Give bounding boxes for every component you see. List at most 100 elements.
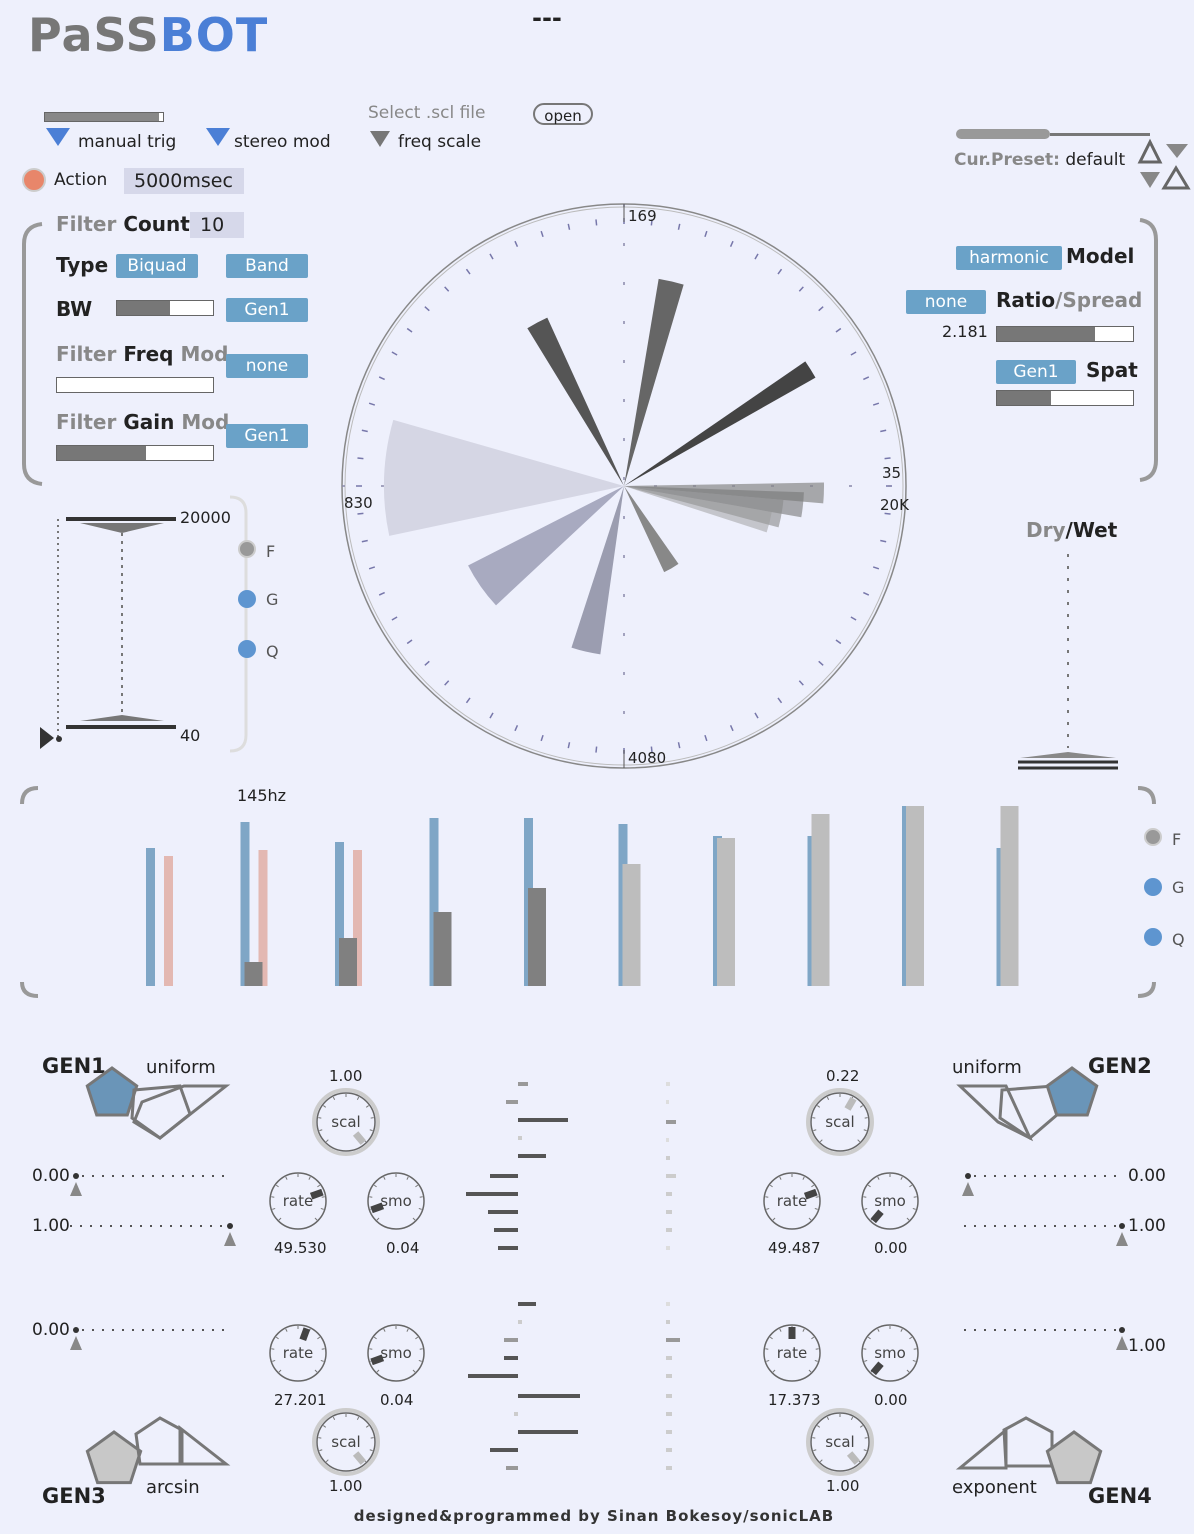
gen1-max-value: 1.00 <box>32 1216 70 1236</box>
gen3-rate-knob[interactable]: rate <box>265 1320 331 1386</box>
gen1-range-sliders[interactable] <box>70 1168 245 1250</box>
freq-mod-source-select[interactable]: none <box>226 354 308 378</box>
gain-mod-slider[interactable] <box>56 445 214 461</box>
gen3-dist: arcsin <box>146 1477 200 1498</box>
gen2-scal-knob[interactable]: scal <box>806 1088 874 1156</box>
range-g-radio[interactable] <box>238 590 256 608</box>
drywet-slider[interactable] <box>1016 548 1120 772</box>
gen3-name: GEN3 <box>42 1484 106 1508</box>
polar-left-label: 830 <box>344 494 373 512</box>
ratio-slider[interactable] <box>996 326 1134 342</box>
freq-mod-slider[interactable] <box>56 377 214 393</box>
range-slider[interactable] <box>30 495 260 755</box>
gen1-distribution-icon[interactable] <box>84 1060 234 1142</box>
polar-right-top-label: 35 <box>882 464 902 482</box>
freq-scale-toggle[interactable] <box>370 131 390 147</box>
freq-scale-label: freq scale <box>398 132 482 152</box>
gen3-smo-knob[interactable]: smo <box>363 1320 429 1386</box>
spat-slider[interactable] <box>996 390 1134 406</box>
gen2-smo-knob[interactable]: smo <box>857 1168 923 1234</box>
gen2-max-value: 1.00 <box>1128 1216 1166 1236</box>
range-f-label: F <box>266 542 276 561</box>
gen-top-histograms <box>466 1082 676 1250</box>
preset-slider[interactable] <box>956 129 1150 139</box>
manual-trig-label: manual trig <box>78 132 177 152</box>
range-min-label: 40 <box>180 726 201 745</box>
range-q-radio[interactable] <box>238 640 256 658</box>
polar-right-label: 20K <box>880 496 909 514</box>
bars-g-radio[interactable] <box>1144 878 1162 896</box>
gen3-range-slider[interactable] <box>70 1322 245 1352</box>
knob-label: scal <box>331 1113 360 1131</box>
gen1-smo-value: 0.04 <box>386 1239 420 1257</box>
knob-label: smo <box>874 1192 906 1210</box>
filter-count-field[interactable]: 10 <box>190 212 244 238</box>
gen3-min-value: 0.00 <box>32 1320 70 1340</box>
gen1-rate-value: 49.530 <box>274 1239 327 1257</box>
bw-slider[interactable] <box>116 300 214 316</box>
gen4-name: GEN4 <box>1088 1484 1152 1508</box>
gen2-dist: uniform <box>952 1057 1022 1078</box>
polar-display[interactable] <box>340 202 908 770</box>
gen4-max-value: 1.00 <box>1128 1336 1166 1356</box>
open-button[interactable]: open <box>533 103 593 125</box>
stereo-mod-toggle[interactable] <box>206 128 230 146</box>
bars-f-radio[interactable] <box>1144 828 1162 846</box>
trig-slider[interactable] <box>44 112 164 122</box>
gen1-name: GEN1 <box>42 1054 106 1078</box>
spat-label: Spat <box>1086 358 1138 382</box>
ratio-source-select[interactable]: none <box>906 290 986 314</box>
type-label: Type <box>56 253 109 277</box>
gen4-distribution-icon[interactable] <box>955 1408 1108 1490</box>
gain-mod-source-select[interactable]: Gen1 <box>226 424 308 448</box>
knob-label: scal <box>825 1433 854 1451</box>
action-time-field[interactable]: 5000msec <box>124 168 244 194</box>
drywet-label: Dry/Wet <box>1026 518 1118 542</box>
polar-top-label: 169 <box>628 207 657 225</box>
knob-label: scal <box>825 1113 854 1131</box>
gen1-scal-knob[interactable]: scal <box>312 1088 380 1156</box>
filter-bars[interactable] <box>130 800 1030 990</box>
bw-source-select[interactable]: Gen1 <box>226 298 308 322</box>
bars-f-label: F <box>1172 830 1182 849</box>
gen2-range-sliders[interactable] <box>960 1168 1135 1250</box>
type-mode-select[interactable]: Band <box>226 254 308 278</box>
spat-source-select[interactable]: Gen1 <box>996 360 1076 384</box>
gen4-scal-knob[interactable]: scal <box>806 1408 874 1476</box>
bars-g-label: G <box>1172 878 1185 897</box>
knob-label: rate <box>777 1192 807 1210</box>
gen-bottom-histograms <box>468 1302 680 1470</box>
freq-mod-label: Filter Freq Mod <box>56 342 229 366</box>
gen1-rate-knob[interactable]: rate <box>265 1168 331 1234</box>
range-g-label: G <box>266 590 279 609</box>
gen1-scal-value: 1.00 <box>329 1067 363 1085</box>
app-title-part1: PaSS <box>28 8 160 62</box>
type-select[interactable]: Biquad <box>116 254 198 278</box>
preset-arrows-icon[interactable] <box>1136 138 1192 192</box>
gen4-range-slider[interactable] <box>960 1322 1135 1352</box>
model-select[interactable]: harmonic <box>956 246 1062 270</box>
knob-label: rate <box>283 1344 313 1362</box>
gen1-smo-knob[interactable]: smo <box>363 1168 429 1234</box>
app-title-part2: BOT <box>159 8 269 62</box>
ratio-value: 2.181 <box>942 322 988 341</box>
range-f-radio[interactable] <box>238 540 256 558</box>
knob-label: smo <box>380 1344 412 1362</box>
gen2-min-value: 0.00 <box>1128 1166 1166 1186</box>
gen4-smo-value: 0.00 <box>874 1391 908 1409</box>
gen1-dist: uniform <box>146 1057 216 1078</box>
filter-bracket <box>22 222 43 486</box>
cur-preset-label: Cur.Preset: <box>954 150 1060 170</box>
gen2-distribution-icon[interactable] <box>956 1060 1108 1142</box>
gen3-scal-knob[interactable]: scal <box>312 1408 380 1476</box>
gen3-distribution-icon[interactable] <box>84 1408 234 1490</box>
gen4-smo-knob[interactable]: smo <box>857 1320 923 1386</box>
gen4-rate-knob[interactable]: rate <box>759 1320 825 1386</box>
manual-trig-toggle[interactable] <box>46 128 70 146</box>
gen4-scal-value: 1.00 <box>826 1477 860 1495</box>
bars-q-radio[interactable] <box>1144 928 1162 946</box>
action-button[interactable] <box>22 168 46 192</box>
gen2-rate-knob[interactable]: rate <box>759 1168 825 1234</box>
gen3-smo-value: 0.04 <box>380 1391 414 1409</box>
bars-left-bracket <box>20 786 39 998</box>
